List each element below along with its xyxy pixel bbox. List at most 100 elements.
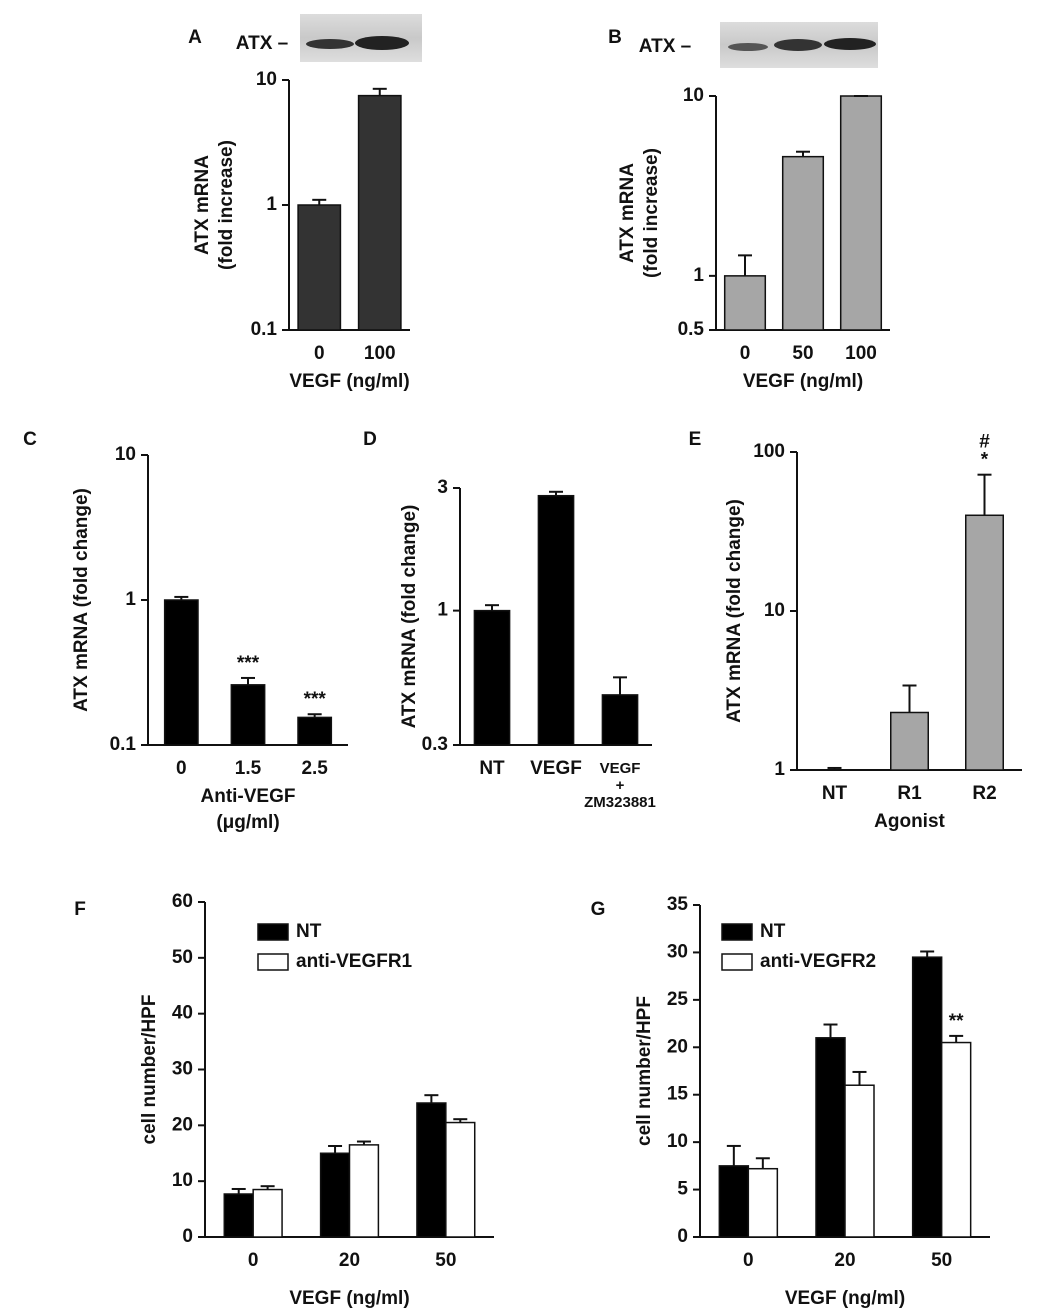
panel-label: C <box>23 429 37 450</box>
blot-label: ATX – <box>236 33 288 54</box>
y-tick-label: 0.1 <box>251 319 278 340</box>
panel-label: D <box>363 429 377 450</box>
y-tick-label: 1 <box>125 589 136 610</box>
panel-label: F <box>74 899 86 920</box>
x-axis-label: VEGF (ng/ml) <box>289 371 409 392</box>
blot-band <box>824 38 876 50</box>
x-tick-label: VEGF + ZM323881 <box>584 760 656 811</box>
y-tick-label: 0 <box>677 1226 688 1247</box>
annotation: ** <box>949 1011 964 1032</box>
x-tick-label: 1.5 <box>235 758 262 779</box>
x-tick-label: 0 <box>176 758 187 779</box>
x-axis-label: VEGF (ng/ml) <box>289 1288 409 1309</box>
annotation: # <box>979 432 990 453</box>
error-bar <box>260 1185 275 1190</box>
y-tick-label: 10 <box>115 444 136 465</box>
bar <box>965 514 1004 771</box>
y-axis-label: cell number/HPF <box>634 996 655 1146</box>
error-bar <box>827 766 842 770</box>
blot-band <box>774 39 822 51</box>
legend-swatch <box>257 923 289 941</box>
blot-label: ATX – <box>639 36 691 57</box>
y-tick-label: 50 <box>172 947 193 968</box>
y-axis-label: (fold increase) <box>216 140 237 270</box>
y-tick-label: 1 <box>774 759 785 780</box>
x-tick-label: 100 <box>845 343 877 364</box>
bar <box>223 1193 254 1238</box>
y-tick-label: 10 <box>764 600 785 621</box>
bar <box>747 1167 779 1238</box>
x-tick-label: 0 <box>248 1250 259 1271</box>
bar <box>839 95 883 331</box>
bar <box>890 711 929 771</box>
y-tick-label: 1 <box>437 600 448 621</box>
bar <box>416 1102 447 1238</box>
y-tick-label: 0 <box>182 1226 193 1247</box>
blot-band <box>306 39 354 49</box>
y-tick-label: 0.1 <box>110 734 137 755</box>
annotation: * <box>981 450 989 471</box>
panel-label: G <box>591 899 606 920</box>
panel-label: E <box>689 429 702 450</box>
bar <box>230 684 266 746</box>
bar <box>348 1144 380 1238</box>
x-tick-label: NT <box>822 783 848 804</box>
y-tick-label: 30 <box>667 941 688 962</box>
annotation: *** <box>237 653 260 674</box>
y-tick-label: 35 <box>667 894 689 915</box>
y-tick-label: 100 <box>753 441 785 462</box>
error-bar <box>231 1187 246 1195</box>
legend-swatch <box>721 953 753 971</box>
bar <box>781 155 825 331</box>
panel-label: B <box>608 27 622 48</box>
legend-label: anti-VEGFR1 <box>296 951 413 972</box>
error-bar <box>852 1070 867 1086</box>
x-axis-label: Agonist <box>874 811 945 832</box>
y-axis-label: (fold increase) <box>641 148 662 278</box>
error-bar <box>372 87 387 96</box>
error-bar <box>424 1094 439 1103</box>
bar <box>911 956 943 1238</box>
chart-panel: C 0.1 1 10 0 1.5 2.5 *** *** ATX mRNA (fold chang… <box>23 429 348 833</box>
y-tick-label: 60 <box>172 891 193 912</box>
error-bar <box>726 1144 741 1166</box>
x-axis-label: VEGF (ng/ml) <box>785 1288 905 1309</box>
bar <box>601 694 639 746</box>
y-tick-label: 25 <box>667 989 689 1010</box>
bar <box>844 1084 875 1238</box>
y-tick-label: 10 <box>683 85 704 106</box>
bar <box>252 1188 283 1238</box>
y-tick-label: 1 <box>266 194 277 215</box>
y-tick-label: 10 <box>667 1131 688 1152</box>
bar <box>473 609 511 746</box>
x-tick-label: 20 <box>834 1250 855 1271</box>
bar <box>357 94 402 331</box>
bar <box>723 275 767 331</box>
chart-panel: D 0.3 1 3 NT VEGF VEGF + ZM323881 ATX mRNA (fold … <box>363 429 656 811</box>
error-bar <box>977 473 992 516</box>
y-tick-label: 10 <box>172 1170 193 1191</box>
x-tick-label: 50 <box>435 1250 456 1271</box>
chart-panel: G 0 5 10 15 20 25 30 35 0 20 50 ** NT anti-VEGFR2 cell … <box>591 894 990 1309</box>
y-tick-label: 0.5 <box>678 319 705 340</box>
x-tick-label: 0 <box>743 1250 754 1271</box>
error-bar <box>307 713 322 718</box>
x-tick-label: 2.5 <box>301 758 328 779</box>
error-bar <box>328 1144 343 1154</box>
error-bar <box>949 1034 964 1043</box>
chart-panel: F 0 10 20 30 40 50 60 0 20 50 NT anti-VEGFR1 cell num… <box>74 891 494 1309</box>
x-tick-label: NT <box>479 758 505 779</box>
y-tick-label: 40 <box>172 1003 193 1024</box>
y-tick-label: 1 <box>693 265 704 286</box>
y-tick-label: 15 <box>667 1084 689 1105</box>
error-bar <box>796 150 810 157</box>
bar <box>319 1152 351 1238</box>
error-bar <box>241 676 255 685</box>
blot-band <box>355 36 409 50</box>
error-bar <box>823 1023 838 1038</box>
legend-swatch <box>721 923 753 941</box>
x-tick-label: 20 <box>339 1250 360 1271</box>
x-tick-label: 0 <box>314 343 325 364</box>
